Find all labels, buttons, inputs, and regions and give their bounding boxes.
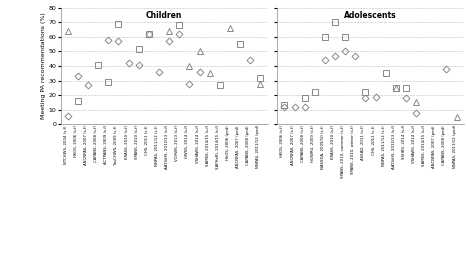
Text: Children: Children [146, 11, 182, 20]
Y-axis label: Meeting PA recommendations (%): Meeting PA recommendations (%) [41, 13, 46, 119]
Text: Adolescents: Adolescents [344, 11, 397, 20]
